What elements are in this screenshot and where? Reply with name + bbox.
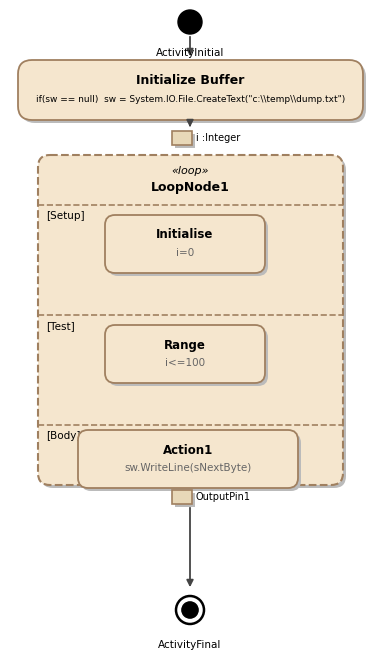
Text: i=0: i=0 xyxy=(176,248,194,258)
Circle shape xyxy=(176,596,204,624)
Text: i<=100: i<=100 xyxy=(165,358,205,368)
FancyBboxPatch shape xyxy=(41,158,346,488)
Bar xyxy=(175,134,195,148)
Text: Range: Range xyxy=(164,338,206,352)
Bar xyxy=(172,490,192,504)
Circle shape xyxy=(182,602,198,618)
FancyBboxPatch shape xyxy=(18,60,363,120)
Text: [Body]: [Body] xyxy=(46,431,80,441)
Bar xyxy=(172,131,192,145)
FancyBboxPatch shape xyxy=(105,215,265,273)
Text: sw.WriteLine(sNextByte): sw.WriteLine(sNextByte) xyxy=(124,463,251,473)
FancyBboxPatch shape xyxy=(81,433,301,491)
FancyBboxPatch shape xyxy=(38,155,343,485)
Text: LoopNode1: LoopNode1 xyxy=(151,180,230,194)
Text: i :Integer: i :Integer xyxy=(196,133,240,143)
Text: Initialise: Initialise xyxy=(156,229,214,241)
Circle shape xyxy=(178,10,202,34)
FancyBboxPatch shape xyxy=(78,430,298,488)
Text: OutputPin1: OutputPin1 xyxy=(196,492,251,502)
Text: [Setup]: [Setup] xyxy=(46,211,85,221)
FancyBboxPatch shape xyxy=(108,328,268,386)
Text: [Test]: [Test] xyxy=(46,321,75,331)
Text: ActivityFinal: ActivityFinal xyxy=(158,640,222,650)
Text: Initialize Buffer: Initialize Buffer xyxy=(136,74,245,86)
Bar xyxy=(175,493,195,507)
FancyBboxPatch shape xyxy=(105,325,265,383)
FancyBboxPatch shape xyxy=(108,218,268,276)
Text: if(sw == null)  sw = System.IO.File.CreateText("c:\\temp\\dump.txt"): if(sw == null) sw = System.IO.File.Creat… xyxy=(36,96,345,104)
Text: ActivityInitial: ActivityInitial xyxy=(156,48,224,58)
FancyBboxPatch shape xyxy=(21,63,366,123)
Text: «loop»: «loop» xyxy=(172,166,209,176)
Text: Action1: Action1 xyxy=(163,444,213,456)
